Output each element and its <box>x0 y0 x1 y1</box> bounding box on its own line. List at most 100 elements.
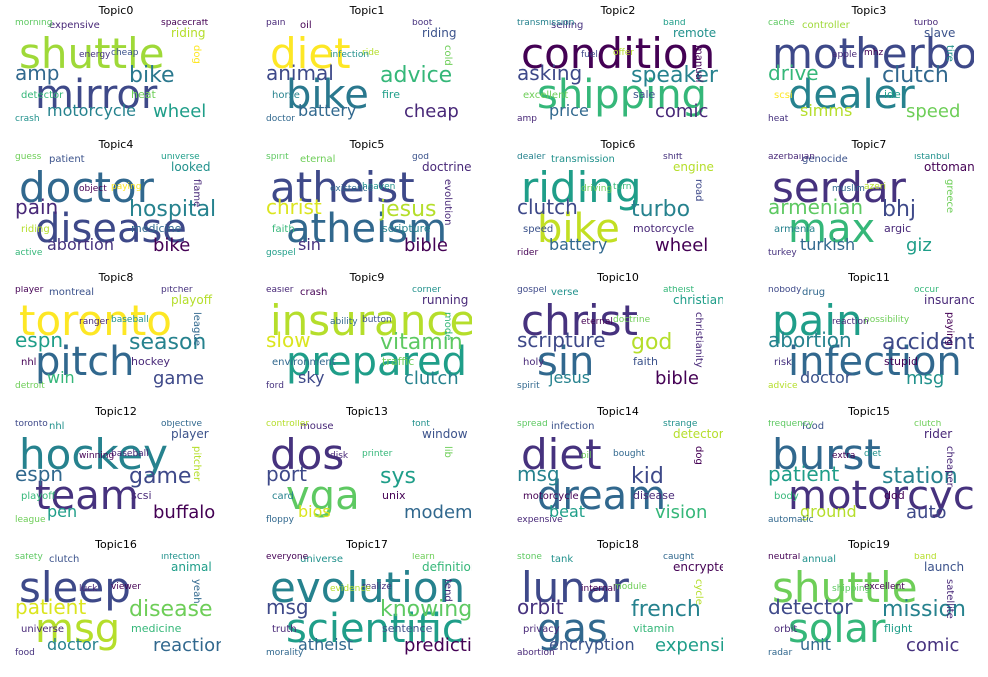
cloud-word: insurance <box>270 296 472 345</box>
cloud-word: muslim <box>832 184 865 194</box>
cloud-word: environment <box>272 357 336 368</box>
cloud-word: luck <box>79 584 98 594</box>
cloud-word: running <box>422 293 469 307</box>
cloud-word: dream <box>537 473 667 519</box>
cloud-word: abortion <box>47 235 114 254</box>
cloud-word: atheist <box>298 635 354 654</box>
cloud-word: ability <box>330 317 358 327</box>
cloud-word: infection <box>161 553 201 562</box>
wordcloud-image: insurance prepared slow vitamin sky clutch env… <box>262 286 472 393</box>
cloud-word: ground <box>800 502 857 521</box>
topic-title: Topic8 <box>98 271 134 284</box>
cloud-word: infection <box>551 421 595 432</box>
cloud-word: encryption <box>549 635 635 654</box>
cloud-word: french <box>631 597 701 622</box>
cloud-word: horse <box>272 90 300 101</box>
cloud-word: game <box>153 368 205 389</box>
cloud-word: armenia <box>774 224 816 235</box>
cloud-word: apple <box>832 50 857 60</box>
cloud-word: game <box>129 464 192 489</box>
cloud-word: toronto <box>19 296 172 345</box>
cloud-word: solar <box>788 606 886 652</box>
cloud-word: offer <box>613 48 634 58</box>
wordcloud-image: atheist atheism christ jesus sin bible faith sc… <box>262 153 472 260</box>
cloud-word: jesus <box>380 197 437 222</box>
wordcloud-image: dos vga port sys bios modem card unix window mous… <box>262 420 472 527</box>
cloud-word: safety <box>15 553 43 562</box>
cloud-word: scripture <box>382 222 431 235</box>
cloud-word: flight <box>884 622 913 635</box>
cloud-word: pitch <box>35 339 135 385</box>
cloud-word: bought <box>613 449 645 459</box>
cloud-word: reaction <box>153 635 221 656</box>
cloud-word: orbit <box>774 624 798 635</box>
cloud-word: spread <box>517 420 548 429</box>
cloud-word: bike <box>537 206 620 252</box>
topic-title: Topic3 <box>851 4 887 17</box>
cloud-word: realize <box>362 582 392 592</box>
cloud-word: toronto <box>15 420 48 429</box>
cloud-word: controller <box>266 420 309 429</box>
cloud-word: transmission <box>551 154 615 165</box>
cloud-word: amp <box>15 61 60 85</box>
cloud-word: player <box>15 286 44 295</box>
cloud-word: doctor <box>47 635 99 654</box>
cloud-word: pen <box>47 502 78 521</box>
cloud-word: ranger <box>79 317 109 327</box>
cloud-word: msg <box>35 606 121 652</box>
cloud-word: printer <box>362 449 393 459</box>
cloud-word: heat <box>131 88 156 101</box>
cloud-word: bike <box>286 72 369 118</box>
cloud-word: condition <box>521 29 716 78</box>
cloud-word: expensive <box>517 515 563 525</box>
cloud-word: wheel <box>655 235 709 256</box>
cloud-word: active <box>15 248 43 258</box>
cloud-word: tend <box>442 579 453 602</box>
cloud-word: sin <box>298 235 321 254</box>
cloud-word: motorcycle <box>523 491 579 502</box>
cloud-word: gas <box>537 606 608 652</box>
cloud-word: stupid <box>884 355 919 368</box>
cloud-word: riding <box>171 26 206 40</box>
cloud-word: crash <box>300 287 328 298</box>
cloud-word: scsi <box>131 489 152 502</box>
cloud-word: disease <box>129 597 213 622</box>
cloud-word: looked <box>171 160 211 174</box>
cloud-word: nhl <box>21 357 37 368</box>
cloud-word: possibility <box>864 315 910 325</box>
cloud-word: driving <box>581 184 613 194</box>
cloud-word: spacecraft <box>161 19 209 28</box>
cloud-word: msg <box>517 462 560 486</box>
cloud-word: launch <box>924 560 965 574</box>
cloud-word: caught <box>663 553 695 562</box>
cloud-word: guess <box>15 153 42 162</box>
cloud-word: morning <box>15 19 53 28</box>
wordcloud-image: motherboarddealerdrive clutch simms speed sc… <box>764 19 974 126</box>
cloud-word: everyone <box>266 553 309 562</box>
cloud-word: morality <box>266 648 304 658</box>
cloud-word: cold <box>442 45 453 66</box>
cloud-word: cycle <box>693 579 704 605</box>
cloud-word: existence <box>330 184 374 194</box>
topic-title: Topic9 <box>349 271 385 284</box>
topic-title: Topic16 <box>95 538 137 551</box>
cloud-word: automatic <box>768 515 814 525</box>
cloud-word: unix <box>382 489 406 502</box>
topic-title: Topic15 <box>848 405 890 418</box>
wordcloud-image: sleep msg patient disease doctor reaction univ… <box>11 553 221 660</box>
cloud-word: cache <box>768 19 795 28</box>
cloud-word: viewer <box>111 582 141 592</box>
cloud-word: armenian <box>768 195 864 219</box>
cloud-word: traffic <box>382 355 415 368</box>
cloud-word: shift <box>663 153 683 162</box>
cloud-word: atheist <box>663 286 695 295</box>
cloud-word: eternal <box>581 317 613 327</box>
cloud-word: turn <box>613 182 632 192</box>
cloud-word: price <box>549 101 589 120</box>
cloud-word: atheist <box>270 163 415 212</box>
wordcloud-image: toronto pitch espn season win game nhl hockey pl… <box>11 286 221 393</box>
cloud-word: faith <box>272 224 295 235</box>
cloud-word: excellent <box>523 90 569 101</box>
cloud-word: fire <box>382 88 400 101</box>
topic-title: Topic13 <box>346 405 388 418</box>
